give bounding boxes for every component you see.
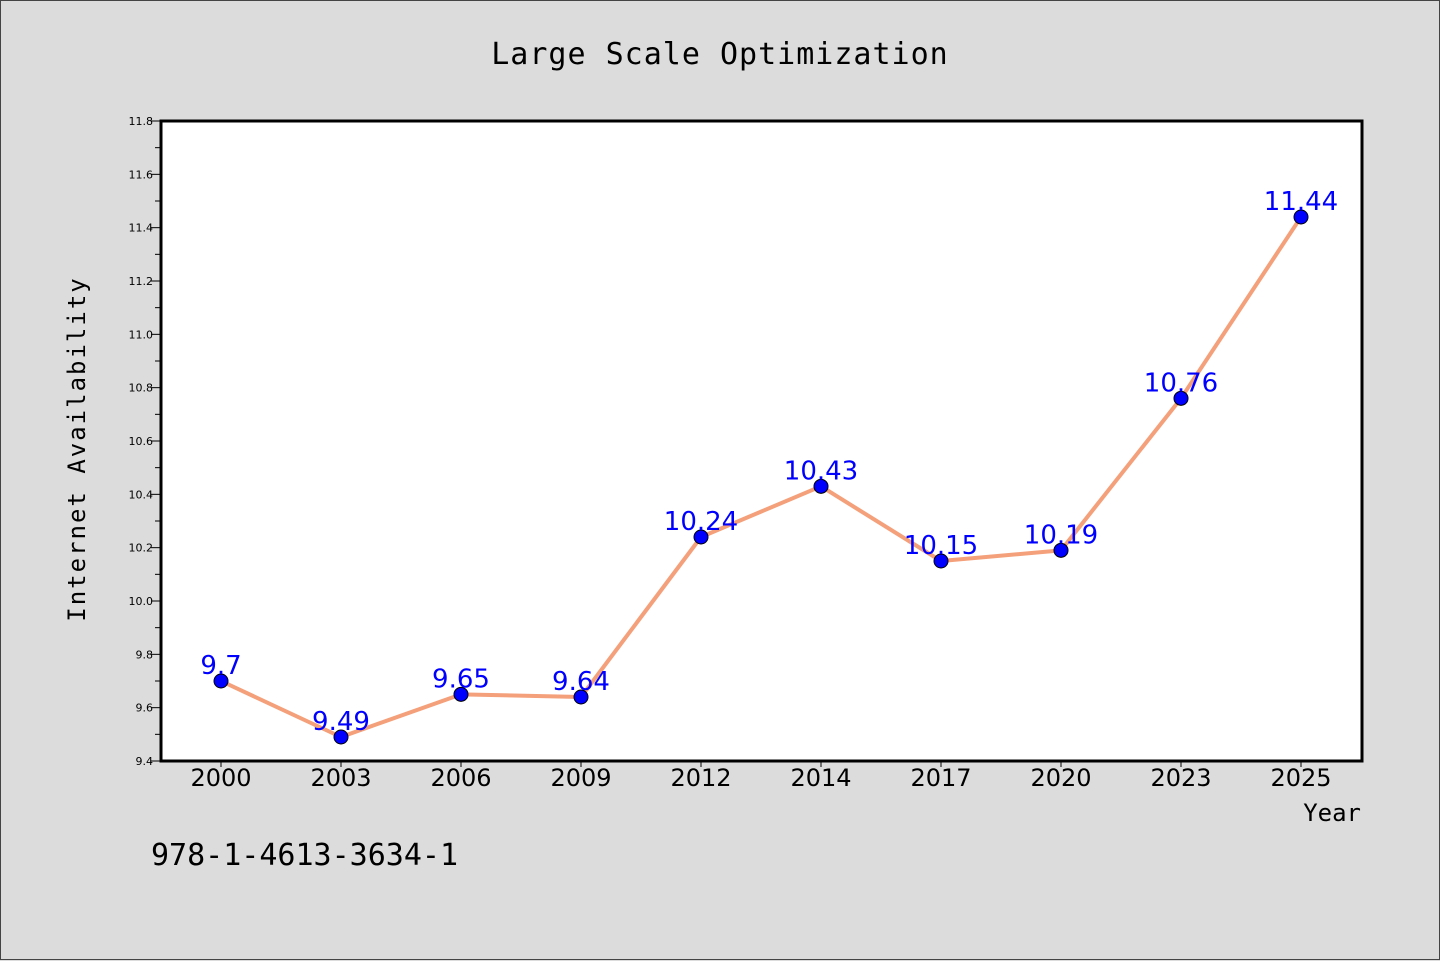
isbn-text: 978-1-4613-3634-1 xyxy=(151,838,458,873)
series-line xyxy=(220,215,1303,739)
y-tick-label: 10.0 xyxy=(129,595,154,608)
y-tick-label: 10.6 xyxy=(129,435,154,448)
data-point xyxy=(1053,542,1069,558)
data-point xyxy=(813,478,829,494)
chart-title: Large Scale Optimization xyxy=(491,37,948,72)
y-tick-label: 11.6 xyxy=(129,168,154,181)
x-tick-label: 2014 xyxy=(790,764,851,792)
data-point xyxy=(333,729,349,745)
x-tick-label: 2023 xyxy=(1150,764,1211,792)
x-tick-label: 2012 xyxy=(670,764,731,792)
y-tick-label: 11.8 xyxy=(129,115,154,128)
y-tick-label: 11.4 xyxy=(129,222,154,235)
y-tick-label: 9.8 xyxy=(136,648,154,661)
x-tick-label: 2006 xyxy=(430,764,491,792)
data-point xyxy=(1293,209,1309,225)
x-axis: 2000 2003 2006 2009 2012 2014 2017 2020 2023 2025 xyxy=(190,761,1332,792)
data-label: 9.64 xyxy=(552,667,610,697)
data-label: 9.7 xyxy=(200,651,241,681)
data-label: 10.15 xyxy=(904,531,978,561)
x-tick-label: 2017 xyxy=(910,764,971,792)
y-tick-label: 9.4 xyxy=(136,755,154,768)
data-point xyxy=(933,553,949,569)
data-point xyxy=(1173,390,1189,406)
series-layer: 9.7 9.49 9.65 9.64 10.24 10.43 10.15 10.19 10.76… xyxy=(200,187,1338,745)
data-label: 10.76 xyxy=(1144,368,1218,398)
y-axis-label: Internet Availability xyxy=(63,276,91,621)
y-tick-label: 10.8 xyxy=(129,382,154,395)
x-tick-label: 2003 xyxy=(310,764,371,792)
data-point xyxy=(453,686,469,702)
data-label: 10.19 xyxy=(1024,520,1098,550)
data-point xyxy=(213,673,229,689)
y-tick-label: 10.4 xyxy=(129,488,154,501)
y-tick-label: 11.0 xyxy=(129,328,154,341)
x-tick-label: 2020 xyxy=(1030,764,1091,792)
data-point xyxy=(573,689,589,705)
x-tick-label: 2009 xyxy=(550,764,611,792)
x-axis-label: Year xyxy=(1303,799,1361,827)
data-label: 10.24 xyxy=(664,507,738,537)
y-axis: 9.4 9.6 9.8 10.0 10.2 10.4 10.6 10.8 11.0 11.2 11.… xyxy=(129,115,161,768)
x-tick-label: 2025 xyxy=(1270,764,1331,792)
y-tick-label: 9.6 xyxy=(136,702,154,715)
y-tick-label: 11.2 xyxy=(129,275,154,288)
data-point xyxy=(693,529,709,545)
data-label: 9.49 xyxy=(312,707,370,737)
data-label: 9.65 xyxy=(432,664,490,694)
x-tick-label: 2000 xyxy=(190,764,251,792)
data-label: 11.44 xyxy=(1264,187,1338,217)
plot-area xyxy=(159,119,1364,763)
data-label: 10.43 xyxy=(784,456,858,486)
y-tick-label: 10.2 xyxy=(129,542,154,555)
